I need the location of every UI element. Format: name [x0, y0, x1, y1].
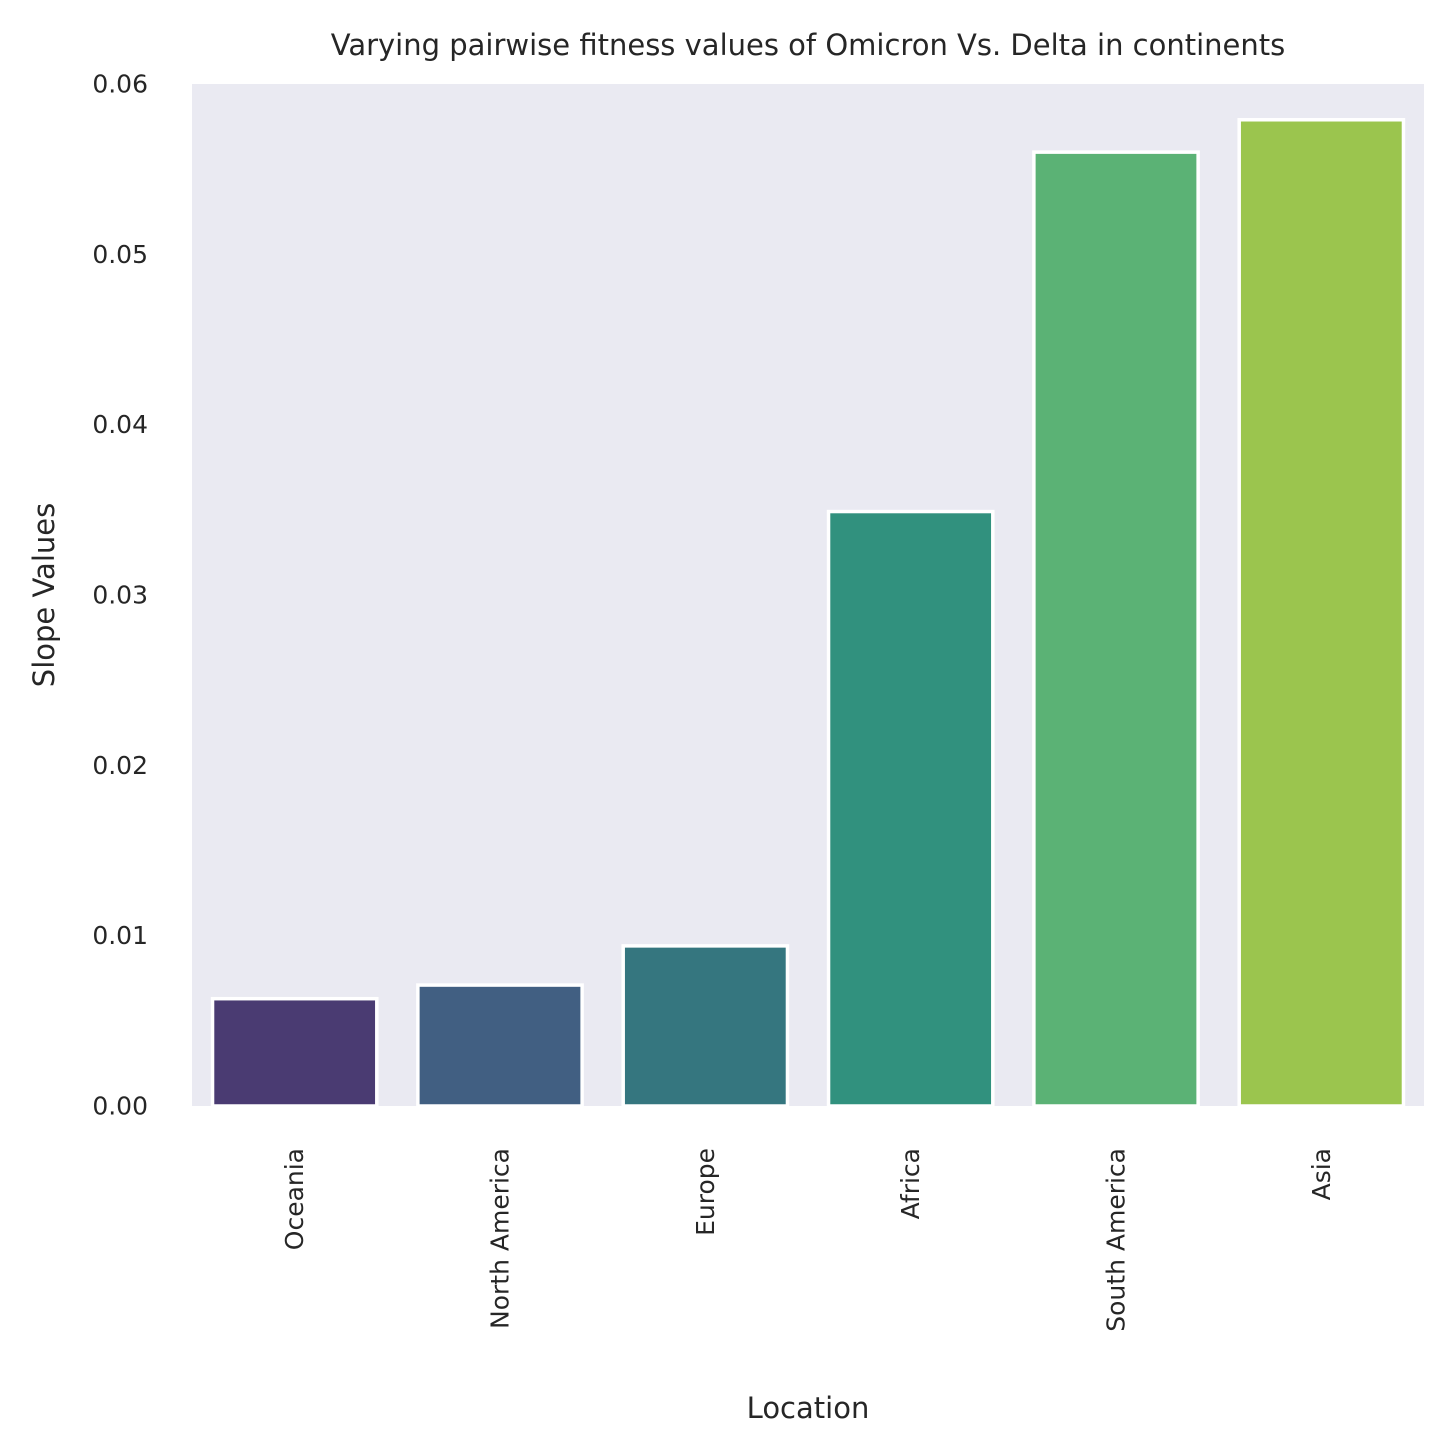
bar-africa	[826, 509, 995, 1108]
y-tick-label: 0.02	[92, 751, 148, 780]
bar-oceania	[210, 996, 379, 1108]
y-tick-labels: 0.00 0.01 0.02 0.03 0.04 0.05 0.06	[92, 70, 148, 1121]
chart-title: Varying pairwise fitness values of Omicr…	[331, 28, 1286, 62]
y-tick-label: 0.06	[92, 70, 148, 99]
x-tick-label: Europe	[691, 1148, 720, 1236]
x-tick-label: Asia	[1307, 1148, 1336, 1200]
bar-europe	[621, 944, 790, 1108]
x-tick-label: South America	[1102, 1148, 1131, 1332]
y-tick-label: 0.03	[92, 581, 148, 610]
y-tick-label: 0.05	[92, 240, 148, 269]
x-tick-label: North America	[486, 1148, 515, 1329]
bar-south-america	[1032, 150, 1200, 1108]
plot-area	[192, 84, 1424, 1106]
bars-group	[210, 118, 1406, 1108]
bar-asia	[1237, 118, 1406, 1108]
x-axis-label: Location	[747, 1391, 870, 1425]
y-tick-label: 0.01	[92, 921, 148, 950]
x-tick-label: Oceania	[280, 1148, 309, 1250]
y-tick-label: 0.00	[92, 1092, 148, 1121]
x-tick-label: Africa	[896, 1148, 925, 1219]
bar-north-america	[416, 983, 584, 1108]
y-tick-label: 0.04	[92, 410, 148, 439]
y-axis-label: Slope Values	[27, 503, 61, 687]
x-tick-labels: Oceania North America Europe Africa South Am…	[280, 1148, 1336, 1332]
